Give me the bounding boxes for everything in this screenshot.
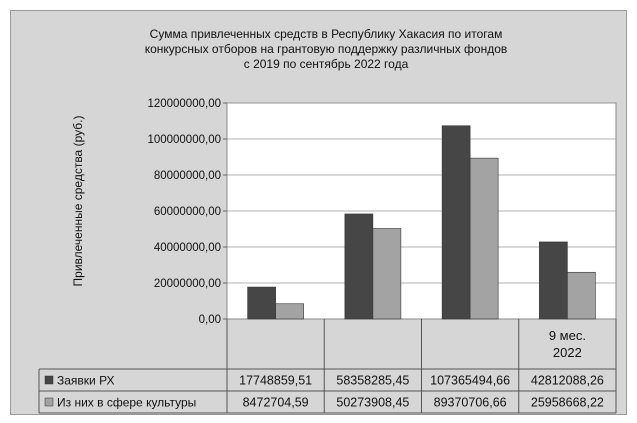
chart-area: Сумма привлеченных средств в Республику … — [10, 10, 627, 415]
y-tick-label: 60000000,00 — [154, 206, 221, 218]
y-axis-label: Привлеченные средства (руб.) — [71, 116, 85, 287]
chart-title-line-2: конкурсных отборов на грантовую поддержк… — [145, 42, 508, 56]
bar-zayavki — [247, 286, 276, 320]
plot-area: 0,00 20000000,00 40000000,00 60000000,00 800… — [147, 98, 617, 326]
chart-title: Сумма привлеченных средств в Республику … — [145, 27, 508, 71]
table-value: 58358285,45 — [336, 374, 409, 388]
y-tick-label: 40000000,00 — [154, 242, 221, 254]
y-tick-label: 80000000,00 — [154, 170, 221, 182]
table-value: 89370706,66 — [434, 396, 507, 410]
legend-swatch — [44, 397, 54, 407]
table-value: 42812088,26 — [531, 374, 604, 388]
bar-kultura — [469, 157, 499, 320]
y-tick-label: 20000000,00 — [154, 278, 221, 290]
bar-kultura — [567, 271, 596, 320]
x-category-label-line: 2022 — [553, 345, 582, 360]
bar-zayavki — [344, 213, 374, 320]
y-tick-label: 100000000,00 — [147, 134, 221, 146]
table-value: 25958668,22 — [531, 396, 604, 410]
data-table: 9 мес. 2022 Заявки РХ 17748859,51 58358285,4… — [38, 319, 617, 414]
bar-kultura — [275, 303, 304, 320]
chart-title-line-1: Сумма привлеченных средств в Республику … — [150, 27, 503, 41]
bar-kultura — [372, 228, 402, 320]
table-value: 50273908,45 — [336, 396, 409, 410]
bar-chart: Сумма привлеченных средств в Республику … — [38, 27, 617, 414]
bar-zayavki — [539, 241, 568, 320]
chart-title-line-3: с 2019 по сентябрь 2022 года — [244, 57, 409, 71]
y-tick-label: 0,00 — [199, 314, 221, 326]
x-category-label: 9 мес. 2022 — [549, 328, 586, 360]
legend-swatch — [44, 375, 54, 385]
legend-label: Из них в сфере культуры — [57, 396, 196, 410]
bar-zayavki — [441, 125, 471, 320]
legend-label: Заявки РХ — [57, 374, 115, 388]
table-value: 107365494,66 — [430, 374, 510, 388]
x-category-label-line: 9 мес. — [549, 328, 586, 343]
table-value: 17748859,51 — [239, 374, 312, 388]
table-value: 8472704,59 — [243, 396, 309, 410]
y-tick-label: 120000000,00 — [147, 98, 221, 110]
